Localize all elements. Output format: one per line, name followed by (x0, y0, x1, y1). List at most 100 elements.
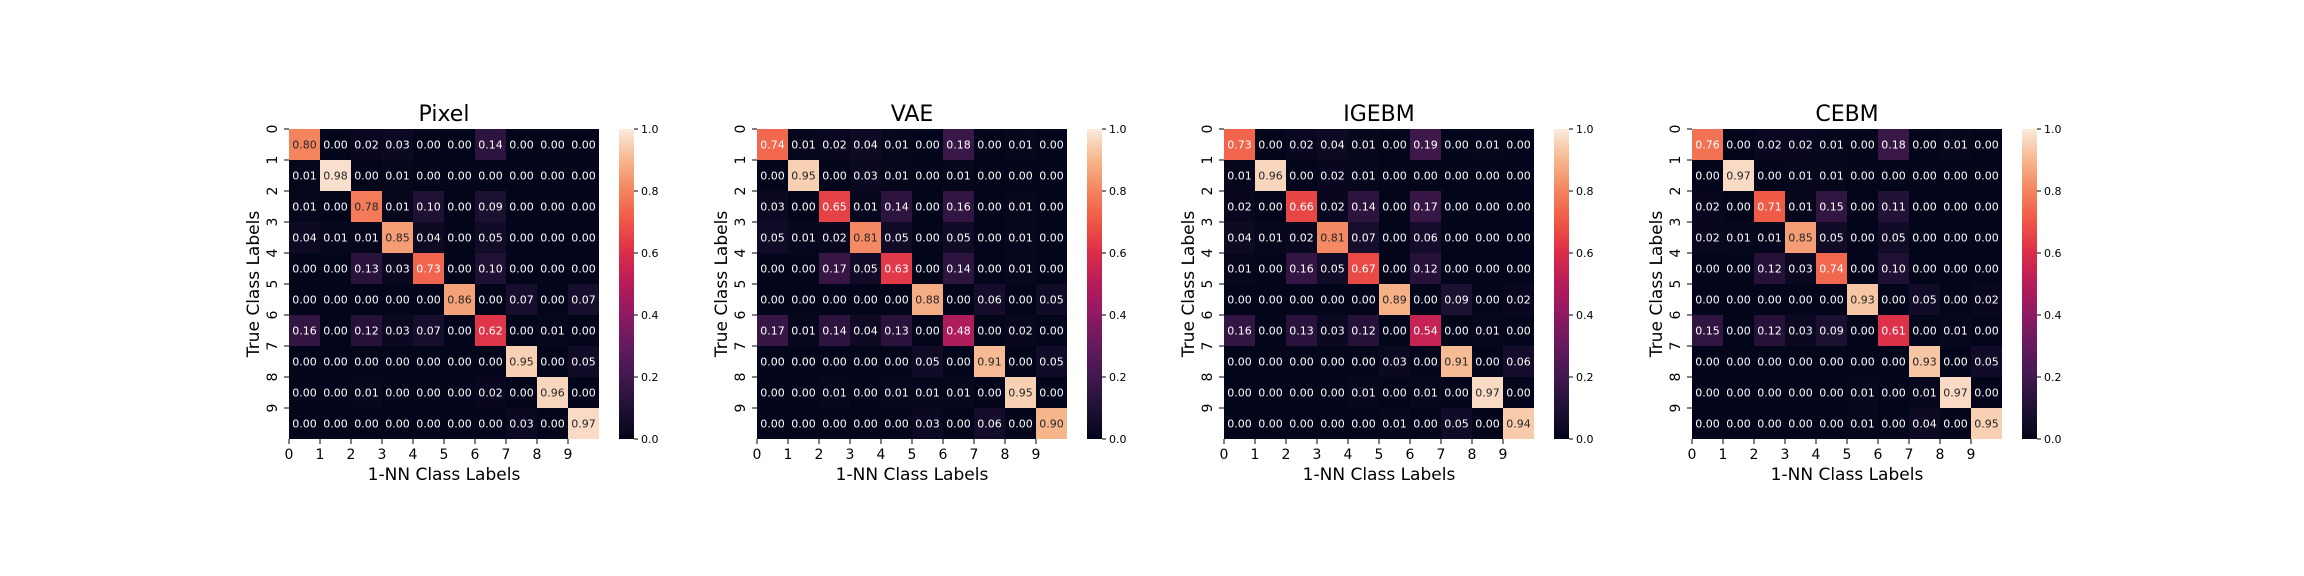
cell-value-label: 0.00 (1850, 232, 1875, 245)
colorbar-tick-label: 0.0 (2044, 433, 2062, 446)
heatmap-cell (1940, 346, 1971, 377)
cell-value-label: 0.00 (1726, 325, 1751, 338)
cell-value-label: 0.13 (1289, 325, 1314, 338)
heatmap-cell (351, 129, 382, 160)
cell-value-label: 0.00 (1444, 263, 1469, 276)
heatmap-cell (1847, 160, 1878, 191)
cell-value-label: 0.00 (1320, 387, 1345, 400)
cell-value-label: 0.01 (1227, 170, 1252, 183)
heatmap-cell (819, 284, 850, 315)
heatmap-cell (1348, 191, 1379, 222)
heatmap-cell (881, 284, 912, 315)
heatmap-cell (850, 191, 881, 222)
heatmap-cell (537, 377, 568, 408)
cell-value-label: 0.02 (822, 139, 847, 152)
heatmap-cell (757, 222, 788, 253)
heatmap-cell (320, 315, 351, 346)
heatmap-cell (444, 129, 475, 160)
y-tick-label: 4 (1668, 248, 1684, 257)
heatmap-cell (1971, 253, 2002, 284)
cell-value-label: 0.00 (791, 356, 816, 369)
x-tick-label: 4 (1344, 447, 1353, 463)
cell-value-label: 0.00 (1351, 418, 1376, 431)
heatmap-cell (1441, 284, 1472, 315)
cell-value-label: 0.00 (1382, 201, 1407, 214)
heatmap-cell (1224, 191, 1255, 222)
heatmap-cell (1005, 129, 1036, 160)
heatmap-cell (475, 284, 506, 315)
heatmap-cell (289, 160, 320, 191)
heatmap-cell (1441, 408, 1472, 439)
cell-value-label: 0.00 (571, 387, 596, 400)
cell-value-label: 0.95 (1974, 418, 1999, 431)
cell-value-label: 0.00 (1850, 170, 1875, 183)
heatmap-cell (1410, 346, 1441, 377)
heatmap-cell (943, 253, 974, 284)
cell-value-label: 0.11 (1881, 201, 1906, 214)
heatmap-cell (1224, 408, 1255, 439)
cell-value-label: 0.00 (884, 294, 909, 307)
heatmap-cell (1317, 284, 1348, 315)
heatmap-cell (320, 377, 351, 408)
heatmap-cell (382, 253, 413, 284)
colorbar-tick-label: 1.0 (2044, 123, 2062, 136)
heatmap-cell (568, 222, 599, 253)
heatmap-cell (568, 346, 599, 377)
heatmap-cell (568, 129, 599, 160)
heatmap-cell (1940, 253, 1971, 284)
x-axis-label: 1-NN Class Labels (368, 465, 521, 485)
heatmap-cell (974, 408, 1005, 439)
cell-value-label: 0.00 (1320, 418, 1345, 431)
heatmap-cell (1224, 129, 1255, 160)
cell-value-label: 0.00 (1008, 356, 1033, 369)
cell-value-label: 0.00 (1757, 294, 1782, 307)
cell-value-label: 0.03 (385, 139, 410, 152)
heatmap-cell (1255, 408, 1286, 439)
cell-value-label: 0.01 (1475, 325, 1500, 338)
cell-value-label: 0.02 (1974, 294, 1999, 307)
cell-value-label: 0.00 (915, 170, 940, 183)
cell-value-label: 0.05 (478, 232, 503, 245)
cell-value-label: 0.00 (915, 201, 940, 214)
cell-value-label: 0.00 (354, 170, 379, 183)
cell-value-label: 0.00 (1788, 356, 1813, 369)
cell-value-label: 0.00 (977, 170, 1002, 183)
heatmap-cell (1472, 284, 1503, 315)
heatmap-cell (1410, 222, 1441, 253)
heatmap-cell (1410, 191, 1441, 222)
heatmap-cell (1472, 191, 1503, 222)
heatmap-cell (1971, 222, 2002, 253)
heatmap-cell (1847, 346, 1878, 377)
heatmap-cell (444, 160, 475, 191)
heatmap-cell (1878, 377, 1909, 408)
heatmap-cell (320, 129, 351, 160)
heatmap-cell (351, 284, 382, 315)
cell-value-label: 0.01 (540, 325, 565, 338)
y-tick-label: 8 (733, 373, 749, 382)
heatmap-cell (1692, 346, 1723, 377)
cell-value-label: 0.00 (1008, 170, 1033, 183)
heatmap-cell (1909, 160, 1940, 191)
heatmap-cell (1317, 222, 1348, 253)
heatmap-cell (1472, 408, 1503, 439)
x-tick-label: 0 (285, 447, 294, 463)
cell-value-label: 0.00 (1289, 170, 1314, 183)
cell-value-label: 0.01 (1258, 232, 1283, 245)
cell-value-label: 0.00 (509, 139, 534, 152)
heatmap-cell (1878, 284, 1909, 315)
cell-value-label: 0.00 (791, 387, 816, 400)
heatmap-cell (382, 408, 413, 439)
heatmap-cell (974, 346, 1005, 377)
heatmap-cell (1816, 315, 1847, 346)
cell-value-label: 0.00 (292, 294, 317, 307)
heatmap-cell (1036, 160, 1067, 191)
heatmap-cell (506, 129, 537, 160)
heatmap-cell (351, 377, 382, 408)
x-tick-label: 6 (1874, 447, 1883, 463)
heatmap-cell (1847, 315, 1878, 346)
heatmap-cell (788, 346, 819, 377)
cell-value-label: 0.01 (1351, 170, 1376, 183)
heatmap-cell (1317, 377, 1348, 408)
heatmap-cell (1909, 129, 1940, 160)
